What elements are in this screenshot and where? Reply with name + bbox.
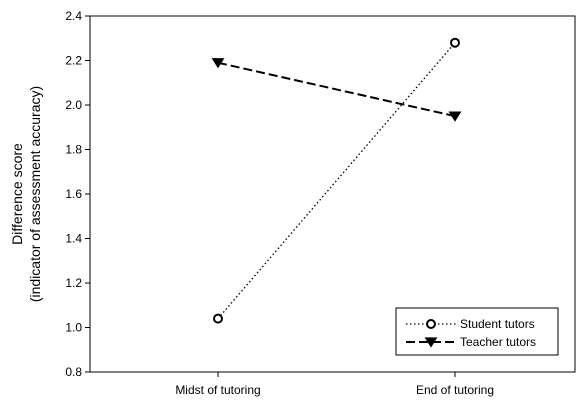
y-tick-label: 2.2 xyxy=(65,54,82,68)
x-axis-ticks: Midst of tutoring End of tutoring xyxy=(175,372,494,397)
y-tick-label: 1.0 xyxy=(65,321,82,335)
x-tick-label: Midst of tutoring xyxy=(175,383,260,397)
series-layer xyxy=(211,37,462,324)
y-tick-label: 1.4 xyxy=(65,232,82,246)
series-student-tutors xyxy=(213,37,460,324)
y-tick-label: 1.8 xyxy=(65,143,82,157)
y-axis-title-line2: (indicator of assessment accuracy) xyxy=(27,86,43,302)
marker-triangle-point xyxy=(211,58,225,69)
marker-circle-point xyxy=(450,37,460,48)
y-axis-ticks: 0.8 1.0 1.2 1.4 1.6 1.8 2.0 2.2 2.4 xyxy=(65,9,90,379)
legend-label: Student tutors xyxy=(460,317,535,331)
y-tick-label: 0.8 xyxy=(65,365,82,379)
legend-entry-teacher-tutors: Teacher tutors xyxy=(406,335,536,349)
y-tick-label: 2.4 xyxy=(65,9,82,23)
legend-entry-student-tutors: Student tutors xyxy=(406,317,535,331)
series-teacher-tutors xyxy=(211,58,462,122)
marker-circle-point xyxy=(213,313,223,324)
y-tick-label: 2.0 xyxy=(65,98,82,112)
marker-circle-legend xyxy=(426,319,436,329)
marker-triangle-point xyxy=(448,111,462,122)
series-line-segment xyxy=(217,42,456,320)
legend-label: Teacher tutors xyxy=(460,335,536,349)
y-tick-label: 1.6 xyxy=(65,187,82,201)
legend-box xyxy=(395,307,559,356)
y-axis-title-line1: Difference score xyxy=(9,143,25,245)
legend-items: Student tutors Teacher tutors xyxy=(406,317,536,349)
x-tick-label: End of tutoring xyxy=(416,383,494,397)
series-line-segment xyxy=(217,61,456,118)
legend: Student tutors Teacher tutors xyxy=(395,307,559,356)
y-tick-label: 1.2 xyxy=(65,276,82,290)
marker-triangle-legend xyxy=(424,337,438,348)
